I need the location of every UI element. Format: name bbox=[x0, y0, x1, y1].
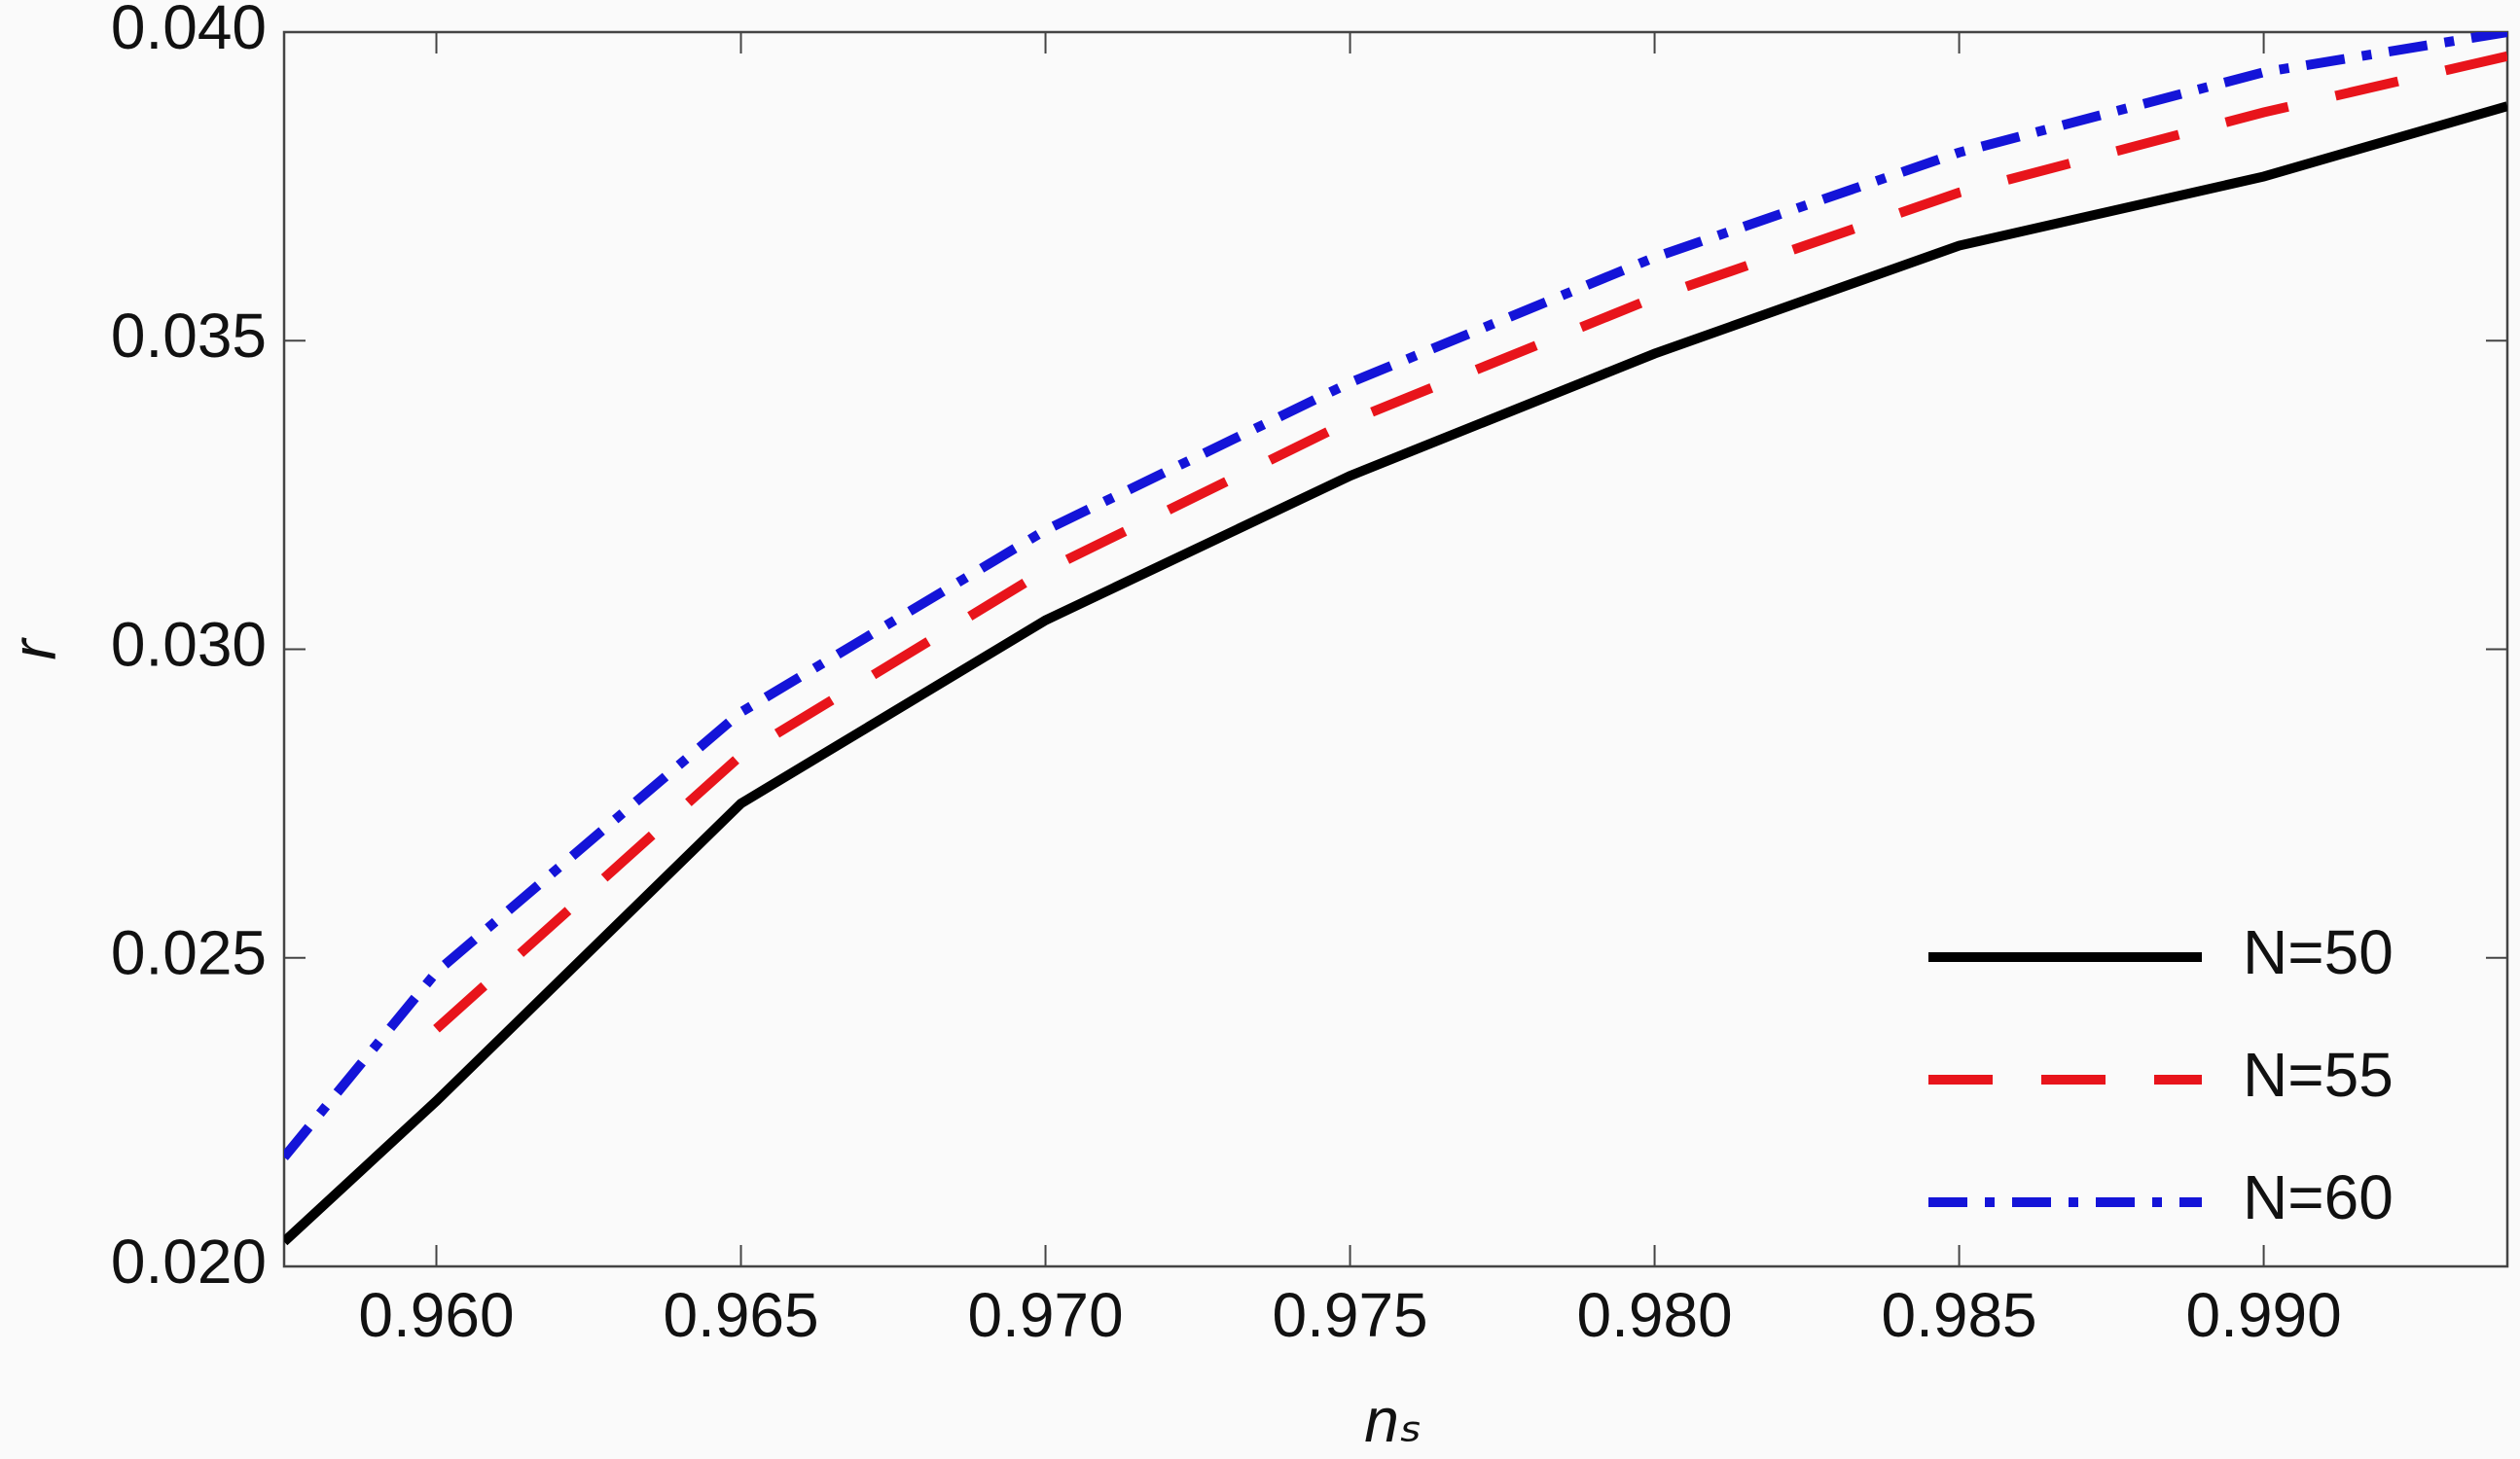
x-tick-label: 0.980 bbox=[1576, 1280, 1732, 1350]
x-tick-label: 0.990 bbox=[2186, 1280, 2342, 1350]
x-tick-label: 0.965 bbox=[663, 1280, 818, 1350]
x-tick-label: 0.985 bbox=[1881, 1280, 2036, 1350]
x-tick-label: 0.960 bbox=[358, 1280, 514, 1350]
y-tick-label: 0.020 bbox=[111, 1227, 267, 1297]
series-line bbox=[284, 32, 2507, 1160]
y-tick-label: 0.040 bbox=[111, 0, 267, 62]
x-tick-label: 0.975 bbox=[1272, 1280, 1427, 1350]
y-tick-label: 0.035 bbox=[111, 301, 267, 371]
y-axis-label: r bbox=[0, 637, 69, 660]
x-tick-label: 0.970 bbox=[967, 1280, 1123, 1350]
legend-label: N=55 bbox=[2243, 1040, 2394, 1110]
series-line bbox=[284, 101, 2507, 1246]
x-axis-label: nₛ bbox=[1364, 1385, 1422, 1455]
plot-frame bbox=[282, 30, 2509, 1268]
series-line bbox=[433, 51, 2507, 1033]
y-tick-label: 0.030 bbox=[111, 609, 267, 679]
y-tick-label: 0.025 bbox=[111, 918, 267, 988]
legend-label: N=60 bbox=[2243, 1162, 2394, 1232]
legend-label: N=50 bbox=[2243, 917, 2394, 987]
